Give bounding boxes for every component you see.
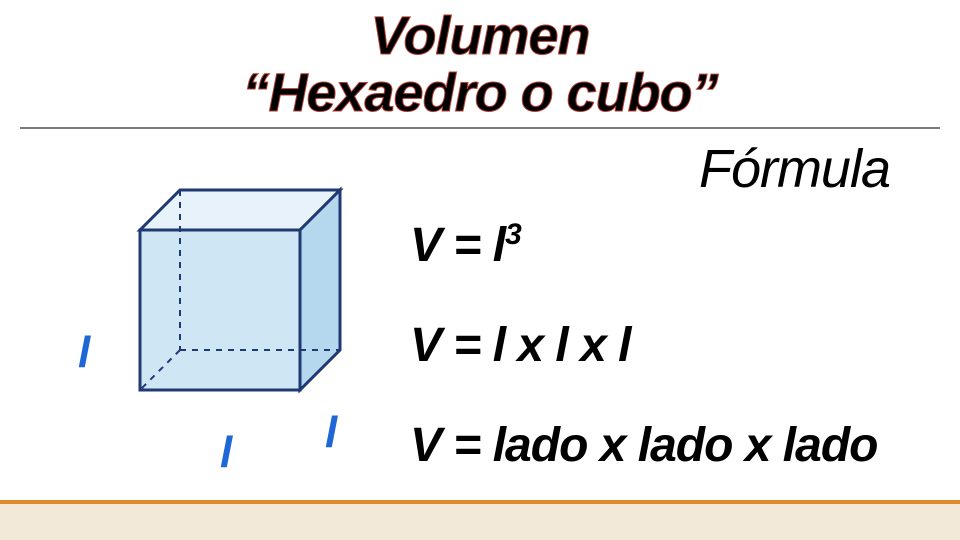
- formula-row-2: V = l x l x l: [410, 318, 630, 373]
- title-block: Volumen “Hexaedro o cubo”: [0, 0, 960, 121]
- slide: Volumen “Hexaedro o cubo” Fórmula l l l …: [0, 0, 960, 540]
- cube-icon: [90, 160, 350, 420]
- title-line-2: “Hexaedro o cubo”: [0, 65, 960, 122]
- formula-1-exponent: 3: [505, 218, 521, 251]
- cube-label-bottom: l: [220, 428, 231, 478]
- title-line-1: Volumen: [0, 8, 960, 65]
- cube-label-right: l: [325, 408, 336, 458]
- bottom-bar: [0, 500, 960, 540]
- cube-label-left: l: [78, 328, 89, 378]
- formula-row-3: V = lado x lado x lado: [410, 418, 877, 473]
- formula-heading: Fórmula: [699, 138, 890, 200]
- formula-1-base: V = l: [410, 219, 505, 272]
- title-divider: [20, 127, 940, 129]
- formula-row-1: V = l3: [410, 218, 521, 273]
- cube-diagram: l l l: [60, 160, 380, 490]
